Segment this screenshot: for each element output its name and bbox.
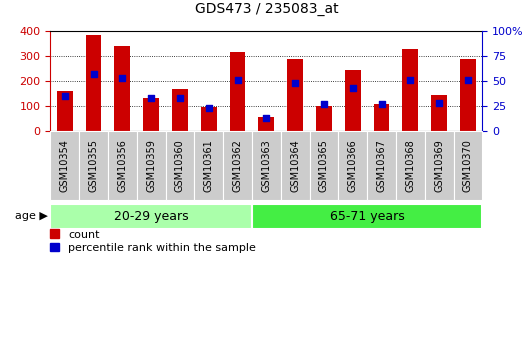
Point bbox=[435, 100, 443, 106]
Bar bbox=[281, 131, 310, 200]
Point bbox=[118, 75, 127, 81]
Point bbox=[205, 105, 213, 111]
Bar bbox=[137, 131, 165, 200]
Point bbox=[60, 93, 69, 99]
Text: GSM10361: GSM10361 bbox=[204, 139, 214, 192]
Bar bbox=[195, 131, 223, 200]
Text: GDS473 / 235083_at: GDS473 / 235083_at bbox=[195, 1, 338, 16]
Point bbox=[348, 85, 357, 91]
Bar bbox=[252, 204, 482, 229]
Legend: count, percentile rank within the sample: count, percentile rank within the sample bbox=[50, 229, 256, 253]
Bar bbox=[229, 52, 245, 131]
Text: age ▶: age ▶ bbox=[15, 211, 48, 221]
Text: GSM10355: GSM10355 bbox=[89, 139, 99, 192]
Text: GSM10356: GSM10356 bbox=[117, 139, 127, 192]
Bar bbox=[108, 131, 137, 200]
Point bbox=[291, 80, 299, 86]
Point bbox=[406, 77, 414, 83]
Bar bbox=[259, 117, 274, 131]
Text: GSM10368: GSM10368 bbox=[405, 139, 416, 192]
Bar bbox=[114, 46, 130, 131]
Text: GSM10354: GSM10354 bbox=[60, 139, 70, 192]
Text: GSM10364: GSM10364 bbox=[290, 139, 300, 192]
Text: GSM10362: GSM10362 bbox=[233, 139, 243, 192]
Point bbox=[320, 101, 328, 107]
Bar bbox=[223, 131, 252, 200]
Point bbox=[147, 95, 155, 101]
Bar bbox=[402, 49, 418, 131]
Bar bbox=[57, 91, 73, 131]
Bar bbox=[86, 35, 101, 131]
Point bbox=[262, 115, 270, 121]
Text: 20-29 years: 20-29 years bbox=[114, 210, 189, 223]
Bar bbox=[454, 131, 482, 200]
Point bbox=[89, 71, 98, 77]
Text: GSM10365: GSM10365 bbox=[319, 139, 329, 192]
Text: GSM10367: GSM10367 bbox=[376, 139, 386, 192]
Bar bbox=[79, 131, 108, 200]
Bar bbox=[143, 98, 159, 131]
Bar bbox=[431, 95, 447, 131]
Bar bbox=[425, 131, 454, 200]
Text: GSM10370: GSM10370 bbox=[463, 139, 473, 192]
Bar bbox=[345, 70, 360, 131]
Bar bbox=[50, 131, 79, 200]
Text: GSM10369: GSM10369 bbox=[434, 139, 444, 192]
Bar bbox=[201, 107, 217, 131]
Bar bbox=[396, 131, 425, 200]
Bar bbox=[316, 106, 332, 131]
Bar bbox=[374, 104, 390, 131]
Bar bbox=[50, 204, 252, 229]
Bar bbox=[252, 131, 281, 200]
Bar bbox=[172, 89, 188, 131]
Bar bbox=[338, 131, 367, 200]
Point bbox=[464, 77, 472, 83]
Bar bbox=[310, 131, 338, 200]
Text: GSM10359: GSM10359 bbox=[146, 139, 156, 192]
Point bbox=[233, 77, 242, 83]
Text: GSM10363: GSM10363 bbox=[261, 139, 271, 192]
Text: GSM10366: GSM10366 bbox=[348, 139, 358, 192]
Bar bbox=[460, 59, 476, 131]
Text: GSM10360: GSM10360 bbox=[175, 139, 185, 192]
Point bbox=[175, 95, 184, 101]
Bar bbox=[165, 131, 195, 200]
Text: 65-71 years: 65-71 years bbox=[330, 210, 404, 223]
Bar bbox=[367, 131, 396, 200]
Point bbox=[377, 101, 386, 107]
Bar bbox=[287, 59, 303, 131]
